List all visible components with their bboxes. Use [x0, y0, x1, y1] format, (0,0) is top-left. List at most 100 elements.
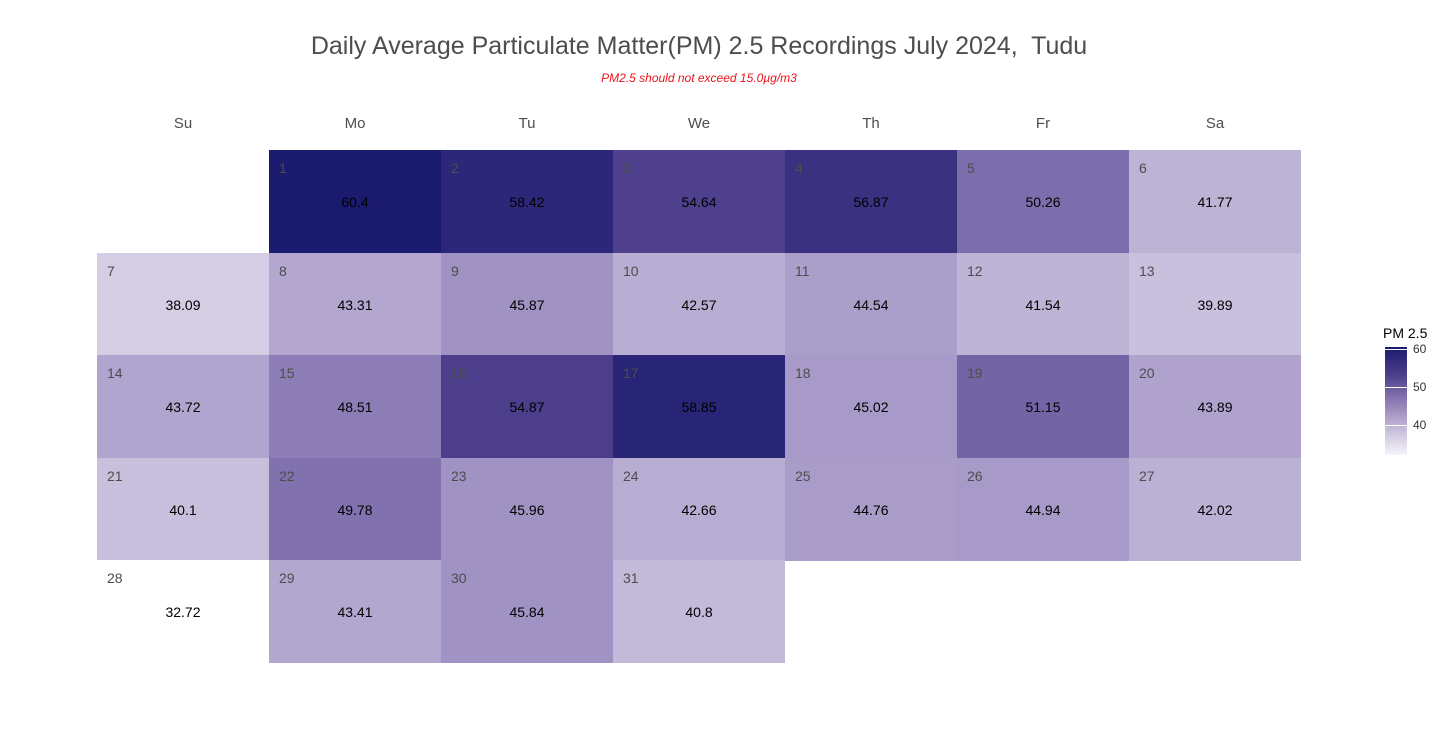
weekday-header-su: Su	[173, 115, 193, 132]
day-number-label: 13	[1139, 262, 1155, 279]
calendar-cell-day-7: 7 38.09	[97, 252, 269, 356]
pm25-value-label: 42.57	[681, 296, 717, 313]
calendar-cell-day-2: 2 58.42	[441, 150, 613, 253]
day-number-label: 17	[623, 365, 639, 382]
day-number-label: 24	[623, 467, 639, 484]
day-number-label: 14	[107, 365, 123, 382]
calendar-cell-day-18: 18 45.02	[785, 355, 957, 459]
pm25-value-label: 54.87	[509, 399, 545, 416]
calendar-cell-day-27: 27 42.02	[1129, 457, 1301, 561]
weekday-header-th: Th	[862, 115, 880, 132]
day-number-label: 25	[795, 467, 811, 484]
legend-tick-mark	[1385, 386, 1407, 388]
pm25-value-label: 44.76	[853, 501, 889, 518]
calendar-cell-day-19: 19 51.15	[957, 355, 1129, 459]
day-number-label: 9	[451, 262, 459, 279]
calendar-cell-day-31: 31 40.8	[613, 560, 785, 664]
calendar-cell-day-24: 24 42.66	[613, 457, 785, 561]
day-number-label: 10	[623, 262, 639, 279]
day-number-label: 23	[451, 467, 467, 484]
calendar-cell-day-5: 5 50.26	[957, 150, 1129, 253]
pm25-value-label: 42.02	[1197, 501, 1233, 518]
pm25-value-label: 43.89	[1197, 399, 1233, 416]
calendar-cell-day-26: 26 44.94	[957, 457, 1129, 561]
day-number-label: 20	[1139, 365, 1155, 382]
calendar-cell-day-9: 9 45.87	[441, 252, 613, 356]
calendar-cell-day-1: 1 60.4	[269, 150, 441, 253]
calendar-cell-day-16: 16 54.87	[441, 355, 613, 459]
calendar-cell-day-15: 15 48.51	[269, 355, 441, 459]
pm25-value-label: 58.42	[509, 194, 545, 210]
legend-color-bar	[1385, 347, 1407, 455]
calendar-cell-day-30: 30 45.84	[441, 560, 613, 664]
day-number-label: 19	[967, 365, 983, 382]
day-number-label: 12	[967, 262, 983, 279]
legend-tick-label: 50	[1413, 379, 1427, 394]
calendar-cell-day-6: 6 41.77	[1129, 150, 1301, 253]
day-number-label: 29	[279, 570, 295, 587]
weekday-header-we: We	[687, 115, 711, 132]
calendar-cell-day-22: 22 49.78	[269, 457, 441, 561]
pm25-value-label: 43.41	[337, 604, 373, 621]
legend-tick-label: 60	[1413, 341, 1427, 356]
pm25-value-label: 50.26	[1025, 194, 1061, 210]
chart-title: Daily Average Particulate Matter(PM) 2.5…	[310, 32, 1088, 60]
day-number-label: 27	[1139, 467, 1155, 484]
weekday-header-mo: Mo	[344, 115, 366, 132]
weekday-header-row: Su Mo Tu We Th Fr Sa	[97, 115, 1301, 135]
chart-subtitle: PM2.5 should not exceed 15.0µg/m3	[601, 71, 797, 85]
day-number-label: 5	[967, 160, 975, 176]
day-number-label: 28	[107, 570, 123, 587]
pm25-value-label: 32.72	[165, 604, 201, 621]
pm25-value-label: 60.4	[341, 194, 369, 210]
day-number-label: 21	[107, 467, 123, 484]
weekday-header-fr: Fr	[1035, 115, 1051, 132]
pm25-value-label: 58.85	[681, 399, 717, 416]
calendar-cell-day-29: 29 43.41	[269, 560, 441, 664]
day-number-label: 16	[451, 365, 467, 382]
calendar-cell-day-21: 21 40.1	[97, 457, 269, 561]
pm25-value-label: 45.84	[509, 604, 545, 621]
calendar-cell-day-17: 17 58.85	[613, 355, 785, 459]
weekday-header-tu: Tu	[518, 115, 536, 132]
day-number-label: 15	[279, 365, 295, 382]
day-number-label: 2	[451, 160, 459, 176]
calendar-heatmap: 1 60.4 2 58.42 3 54.64 4 56.87 5 50.26 6 41.77 7 38.0…	[97, 150, 1301, 664]
day-number-label: 8	[279, 262, 287, 279]
calendar-cell-day-12: 12 41.54	[957, 252, 1129, 356]
day-number-label: 22	[279, 467, 295, 484]
pm25-value-label: 41.54	[1025, 296, 1061, 313]
pm25-value-label: 45.87	[509, 296, 545, 313]
calendar-cell-day-10: 10 42.57	[613, 252, 785, 356]
legend-tick-label: 40	[1413, 417, 1427, 432]
legend-tick-mark	[1385, 424, 1407, 426]
calendar-cell-day-3: 3 54.64	[613, 150, 785, 253]
pm25-value-label: 40.1	[169, 501, 197, 518]
pm25-value-label: 54.64	[681, 194, 717, 210]
pm25-value-label: 51.15	[1025, 399, 1061, 416]
calendar-cell-day-13: 13 39.89	[1129, 252, 1301, 356]
day-number-label: 18	[795, 365, 811, 382]
day-number-label: 7	[107, 262, 115, 279]
day-number-label: 26	[967, 467, 983, 484]
pm25-value-label: 56.87	[853, 194, 889, 210]
day-number-label: 6	[1139, 160, 1147, 176]
pm25-value-label: 39.89	[1197, 296, 1233, 313]
legend-tick-mark	[1385, 348, 1407, 350]
calendar-cell-day-23: 23 45.96	[441, 457, 613, 561]
weekday-header-sa: Sa	[1205, 115, 1225, 132]
calendar-cell-day-8: 8 43.31	[269, 252, 441, 356]
pm25-value-label: 43.72	[165, 399, 201, 416]
pm25-value-label: 42.66	[681, 501, 717, 518]
pm25-value-label: 38.09	[165, 296, 201, 313]
calendar-cell-day-28: 28 32.72	[97, 560, 269, 664]
calendar-cell-day-14: 14 43.72	[97, 355, 269, 459]
pm25-value-label: 44.94	[1025, 501, 1061, 518]
calendar-cell-day-20: 20 43.89	[1129, 355, 1301, 459]
day-number-label: 30	[451, 570, 467, 587]
pm25-value-label: 49.78	[337, 501, 373, 518]
calendar-cell-day-4: 4 56.87	[785, 150, 957, 253]
legend-title: PM 2.5	[1383, 325, 1428, 341]
calendar-cell-day-11: 11 44.54	[785, 252, 957, 356]
pm25-value-label: 44.54	[853, 296, 889, 313]
